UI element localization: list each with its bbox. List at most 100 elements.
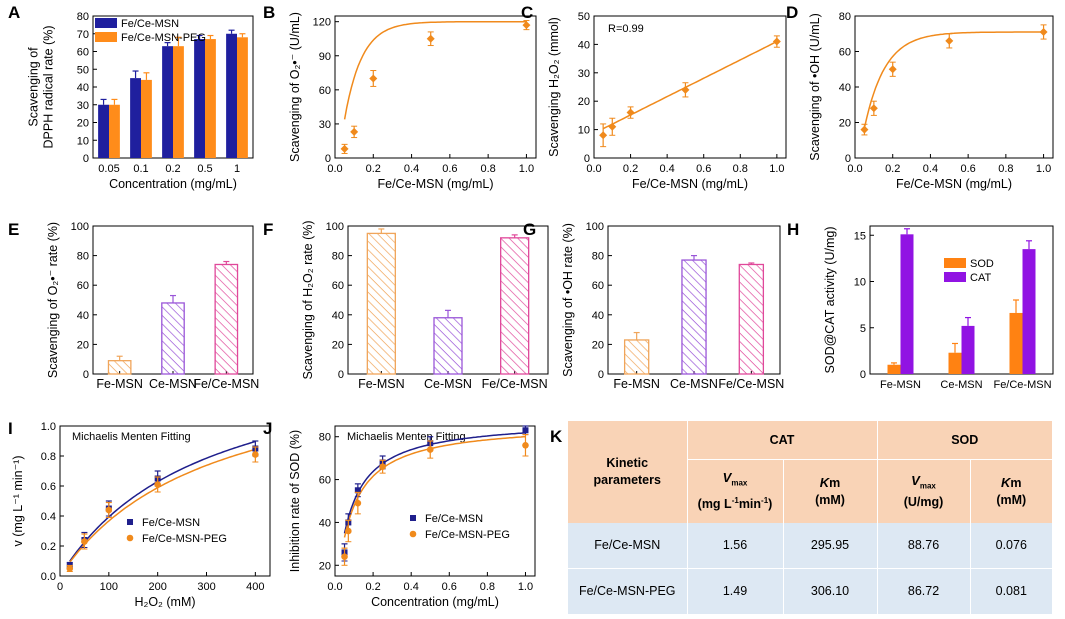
sod-km-header: Km (mM) [970, 459, 1053, 523]
y-tick-label: 0.6 [41, 481, 56, 493]
y-tick-label: 40 [839, 82, 851, 94]
y-tick-label: 40 [77, 82, 89, 94]
panel-label: A [8, 3, 20, 22]
x-tick-label: 0.8 [998, 163, 1013, 175]
y-tick-label: 70 [77, 29, 89, 41]
cat-km-header: Km (mM) [783, 459, 878, 523]
sod-header: SOD [951, 432, 979, 447]
data-point [522, 441, 529, 449]
data-point [369, 74, 378, 83]
y-tick-label: 40 [578, 39, 590, 51]
chart-panel-C: C 0 10 20 30 40 50 Scavenging H₂O₂ (mmol) 0.0 0.2… [521, 3, 787, 191]
y-tick-label: 5 [860, 323, 866, 335]
param-header-cell: Kinetic parameters [568, 421, 688, 523]
bar-Fe-MSN [107, 360, 132, 375]
fit-curve [343, 432, 526, 534]
legend-marker [126, 534, 134, 542]
cat-vmax-unit: (mg L [697, 497, 732, 512]
y-tick-label: 80 [77, 11, 89, 23]
y-tick-label: 0 [598, 369, 604, 381]
y-tick-label: 0 [860, 369, 866, 381]
data-point [354, 499, 362, 507]
x-tick-label: Fe-MSN [613, 377, 660, 391]
x-tick-label: 1.0 [1036, 163, 1051, 175]
fit-curve [863, 31, 1044, 129]
bar-Ce-MSN [433, 317, 463, 375]
y-tick-label: 90 [319, 51, 331, 63]
x-tick-label: 400 [246, 581, 264, 593]
fit-curve [343, 435, 526, 538]
legend-label: Fe/Ce-MSN-PEG [142, 533, 227, 545]
data-point [626, 108, 635, 117]
y-tick-label: 100 [586, 221, 604, 233]
y-tick-label: 60 [839, 47, 851, 59]
legend-swatch [95, 32, 117, 42]
y-tick-label: 20 [592, 339, 604, 351]
data-point [522, 427, 529, 434]
cat-header-cell: CAT [687, 421, 878, 460]
x-tick-label: Fe-MSN [96, 377, 143, 391]
panel-label: H [787, 220, 799, 239]
data-point [350, 127, 359, 136]
x-axis-label: Fe/Ce-MSN (mg/mL) [632, 177, 748, 191]
fit-curve [343, 20, 527, 120]
data-point [888, 65, 897, 74]
legend-marker [409, 530, 417, 538]
table-row: Fe/Ce-MSN-PEG 1.49 306.10 86.72 0.081 [568, 567, 1053, 614]
y-tick-label: 60 [319, 475, 331, 487]
bar-Fe/Ce-MSN [98, 104, 109, 158]
panel-label: I [8, 419, 13, 438]
legend-marker [410, 515, 416, 521]
x-tick-label: 300 [197, 581, 215, 593]
data-point [252, 451, 259, 458]
x-axis-label: H₂O₂ (mM) [134, 595, 195, 609]
bar-Fe/Ce-MSN-PEG [141, 79, 152, 158]
y-tick-label: 0 [584, 153, 590, 165]
row-cat-vmax: 1.49 [687, 567, 784, 614]
y-tick-label: 30 [77, 100, 89, 112]
y-tick-label: 80 [592, 251, 604, 263]
x-tick-label: 0.8 [480, 163, 495, 175]
bar-CAT [900, 234, 914, 374]
y-tick-label: 120 [313, 17, 331, 29]
cat-km-symbol: K [819, 474, 830, 490]
data-point [426, 34, 435, 43]
x-tick-label: 0.1 [133, 163, 148, 175]
data-point [105, 506, 113, 514]
row-name: Fe/Ce-MSN [568, 522, 688, 569]
y-tick-label: 0.0 [41, 571, 56, 583]
data-point [354, 487, 361, 494]
panel-label: E [8, 220, 19, 239]
y-tick-label: 100 [326, 221, 344, 233]
y-tick-label: 40 [332, 310, 344, 322]
y-tick-label: 60 [77, 280, 89, 292]
data-point [945, 36, 954, 45]
data-point [379, 463, 386, 471]
x-tick-label: 1.0 [519, 163, 534, 175]
plot-frame [854, 15, 1054, 159]
bar-Fe-MSN [623, 339, 650, 375]
chart-panel-D: D 0 20 40 60 80 Scavenging of •OH (U/mL) 0.0 0.2… [786, 3, 1054, 191]
legend-swatch [95, 18, 117, 28]
x-tick-label: 0.0 [327, 163, 342, 175]
cat-header: CAT [769, 432, 795, 447]
cat-vmax-subscript: max [731, 478, 748, 488]
y-axis-label: Scavenging of O₂•⁻ rate (%) [46, 222, 60, 378]
x-tick-label: Fe/Ce-MSN [993, 379, 1051, 391]
sod-vmax-symbol: V [911, 472, 920, 488]
y-axis-label: v (mg L⁻¹ min⁻¹) [11, 456, 25, 547]
x-tick-label: Ce-MSN [149, 377, 197, 391]
plot-frame [59, 425, 271, 577]
bar-Fe/Ce-MSN [194, 39, 205, 159]
x-tick-label: 0 [57, 581, 63, 593]
bar-Fe/Ce-MSN-PEG [237, 37, 248, 158]
y-axis-label: Scavenging of O₂•⁻ (U/mL) [288, 12, 302, 162]
y-tick-label: 50 [77, 64, 89, 76]
y-tick-label: 80 [839, 11, 851, 23]
y-tick-label: 0.2 [41, 541, 56, 553]
y-tick-label: 0 [338, 369, 344, 381]
legend-label: Fe/Ce-MSN [425, 513, 483, 525]
sod-km-symbol: K [1001, 474, 1011, 490]
row-sod-vmax: 86.72 [877, 567, 971, 614]
